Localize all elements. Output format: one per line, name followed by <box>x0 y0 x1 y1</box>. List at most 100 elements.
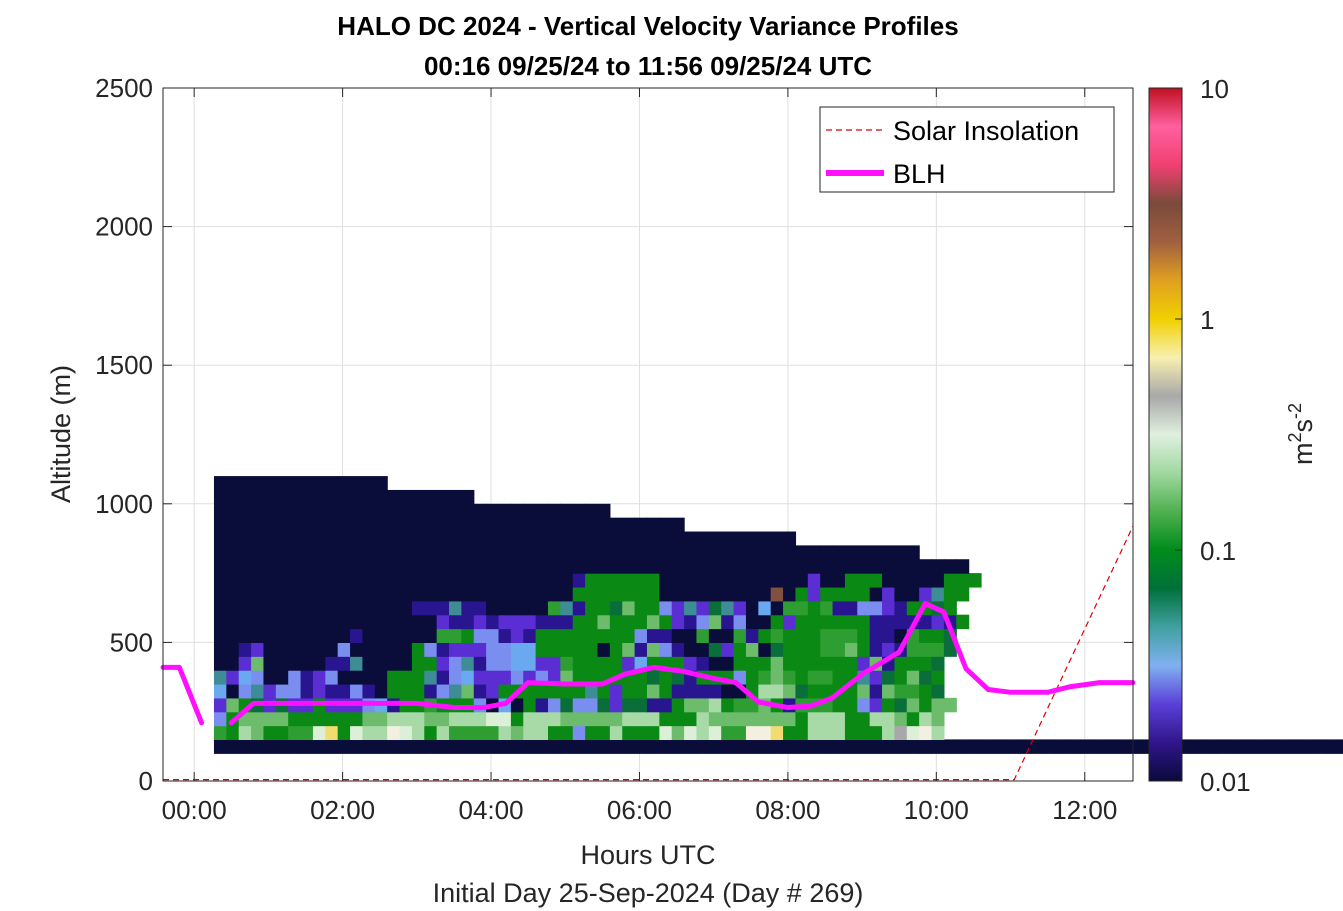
heatmap-cell <box>721 725 735 741</box>
heatmap-cell <box>572 586 586 602</box>
heatmap-cell <box>931 670 945 685</box>
heatmap-cell <box>671 517 685 533</box>
heatmap-cell <box>461 503 475 519</box>
heatmap-cell <box>708 600 722 616</box>
heatmap-cell <box>560 711 574 727</box>
heatmap-cell <box>659 559 673 574</box>
heatmap-cell <box>523 600 537 616</box>
heatmap-cell <box>919 614 933 630</box>
heatmap-cell <box>659 697 673 713</box>
heatmap-cell <box>238 559 252 574</box>
heatmap-cell <box>362 739 376 754</box>
heatmap-cell <box>572 711 586 727</box>
heatmap-cell <box>226 545 240 560</box>
heatmap-cell <box>523 683 537 699</box>
heatmap-cell <box>659 670 673 685</box>
heatmap-cell <box>350 600 364 616</box>
heatmap-cell <box>733 531 747 546</box>
heatmap-cell <box>436 739 450 754</box>
heatmap-cell <box>696 614 710 630</box>
heatmap-cell <box>869 725 883 741</box>
heatmap-cell <box>238 517 252 533</box>
heatmap-cell <box>300 559 314 574</box>
y-tick-label: 2500 <box>95 73 153 103</box>
heatmap-cell <box>560 683 574 699</box>
heatmap-cell <box>721 711 735 727</box>
heatmap-cell <box>919 683 933 699</box>
heatmap-cell <box>473 545 487 560</box>
heatmap-cell <box>894 697 908 713</box>
heatmap-cell <box>795 600 809 616</box>
heatmap-cell <box>498 711 512 727</box>
heatmap-cell <box>572 642 586 657</box>
heatmap-cell <box>411 656 425 671</box>
heatmap-cell <box>362 670 376 685</box>
heatmap-cell <box>251 531 265 546</box>
heatmap-cell <box>585 656 599 671</box>
heatmap-cell <box>312 586 326 602</box>
heatmap-cell <box>374 656 388 671</box>
heatmap-cell <box>213 476 227 491</box>
heatmap-cell <box>238 489 252 505</box>
heatmap-cell <box>758 683 772 699</box>
heatmap-cell <box>708 739 722 754</box>
heatmap-cell <box>622 531 636 546</box>
heatmap-cell <box>1302 739 1316 754</box>
heatmap-cell <box>597 628 611 643</box>
heatmap-cell <box>325 489 339 505</box>
heatmap-cell <box>857 614 871 630</box>
heatmap-cell <box>770 642 784 657</box>
heatmap-cell <box>844 656 858 671</box>
heatmap-cell <box>424 628 438 643</box>
heatmap-cell <box>894 559 908 574</box>
heatmap-cell <box>498 683 512 699</box>
heatmap-cell <box>634 573 648 588</box>
heatmap-cell <box>251 545 265 560</box>
colorbar-tick-label: 0.01 <box>1200 767 1251 797</box>
heatmap-cell <box>399 628 413 643</box>
heatmap-cell <box>486 614 500 630</box>
heatmap-cell <box>337 489 351 505</box>
heatmap-cell <box>820 670 834 685</box>
heatmap-cell <box>263 476 277 491</box>
heatmap-cell <box>387 628 401 643</box>
heatmap-cell <box>312 531 326 546</box>
heatmap-cell <box>411 531 425 546</box>
heatmap-cell <box>350 489 364 505</box>
heatmap-cell <box>597 683 611 699</box>
heatmap-cell <box>572 670 586 685</box>
heatmap-cell <box>708 559 722 574</box>
heatmap-cell <box>696 656 710 671</box>
heatmap-cell <box>560 586 574 602</box>
heatmap-cell <box>362 600 376 616</box>
heatmap-cell <box>882 642 896 657</box>
heatmap-cell <box>758 739 772 754</box>
heatmap-cell <box>251 628 265 643</box>
heatmap-cell <box>906 642 920 657</box>
heatmap-cell <box>548 683 561 699</box>
heatmap-cell <box>585 670 599 685</box>
heatmap-cell <box>807 739 821 754</box>
heatmap-cell <box>622 725 636 741</box>
heatmap-cell <box>560 614 574 630</box>
heatmap-cell <box>807 573 821 588</box>
heatmap-cell <box>931 725 945 741</box>
heatmap-cell <box>832 586 846 602</box>
heatmap-cell <box>671 531 685 546</box>
heatmap-cell <box>560 670 574 685</box>
heatmap-cell <box>646 628 660 643</box>
heatmap-cell <box>350 476 364 491</box>
heatmap-cell <box>362 503 376 519</box>
heatmap-cell <box>1067 739 1081 754</box>
heatmap-cell <box>560 642 574 657</box>
heatmap-cell <box>238 503 252 519</box>
heatmap-cell <box>622 573 636 588</box>
heatmap-cell <box>844 697 858 713</box>
heatmap-cell <box>288 642 302 657</box>
heatmap-cell <box>325 656 339 671</box>
heatmap-cell <box>424 573 438 588</box>
heatmap-cell <box>634 517 648 533</box>
heatmap-cell <box>745 628 759 643</box>
heatmap-cell <box>337 559 351 574</box>
heatmap-cell <box>411 642 425 657</box>
